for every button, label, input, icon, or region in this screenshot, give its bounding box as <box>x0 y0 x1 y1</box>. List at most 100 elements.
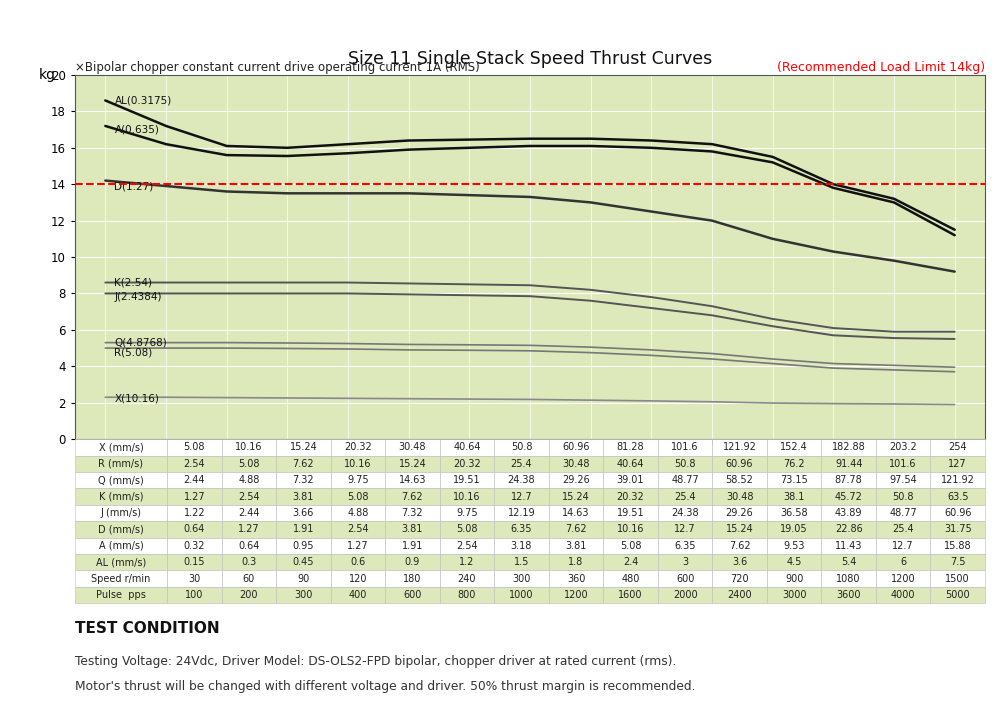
Text: 45.72: 45.72 <box>835 491 863 502</box>
Text: (Recommended Load Limit 14kg): (Recommended Load Limit 14kg) <box>777 61 985 74</box>
Text: 58.52: 58.52 <box>726 475 754 486</box>
Text: 1000: 1000 <box>509 590 534 600</box>
Text: 90: 90 <box>297 573 309 584</box>
Text: 5.08: 5.08 <box>456 524 478 535</box>
Text: 600: 600 <box>676 573 694 584</box>
Text: AL(0.3175): AL(0.3175) <box>114 96 172 106</box>
Text: Speed r/min: Speed r/min <box>91 573 151 584</box>
Text: 1200: 1200 <box>564 590 588 600</box>
Text: 15.24: 15.24 <box>726 524 753 535</box>
Text: 50.8: 50.8 <box>892 491 914 502</box>
Text: 7.62: 7.62 <box>729 540 750 551</box>
Text: 15.24: 15.24 <box>562 491 590 502</box>
Text: 300: 300 <box>512 573 531 584</box>
Text: 10.16: 10.16 <box>344 458 372 469</box>
Text: 30.48: 30.48 <box>726 491 753 502</box>
Text: 48.77: 48.77 <box>889 508 917 518</box>
Text: 25.4: 25.4 <box>892 524 914 535</box>
Text: 0.6: 0.6 <box>350 557 365 568</box>
Text: 20.32: 20.32 <box>344 442 372 453</box>
Text: 120: 120 <box>349 573 367 584</box>
Text: 10.16: 10.16 <box>453 491 481 502</box>
Text: 127: 127 <box>948 458 967 469</box>
Text: 0.15: 0.15 <box>184 557 205 568</box>
Text: 9.75: 9.75 <box>347 475 369 486</box>
Text: A (mm/s): A (mm/s) <box>99 540 143 551</box>
Text: 29.26: 29.26 <box>562 475 590 486</box>
Text: 30: 30 <box>188 573 200 584</box>
Text: Q (mm/s): Q (mm/s) <box>98 475 144 486</box>
Text: 3600: 3600 <box>836 590 861 600</box>
Text: 200: 200 <box>240 590 258 600</box>
Text: 12.19: 12.19 <box>508 508 535 518</box>
Text: 1200: 1200 <box>891 573 916 584</box>
Text: 2.54: 2.54 <box>347 524 369 535</box>
Text: 1.8: 1.8 <box>568 557 584 568</box>
Text: 63.5: 63.5 <box>947 491 968 502</box>
Text: 7.62: 7.62 <box>402 491 423 502</box>
Text: 7.32: 7.32 <box>293 475 314 486</box>
Text: 9.75: 9.75 <box>456 508 478 518</box>
Text: 7.62: 7.62 <box>565 524 587 535</box>
Text: 2000: 2000 <box>673 590 697 600</box>
Text: 152.4: 152.4 <box>780 442 808 453</box>
Text: AL (mm/s): AL (mm/s) <box>96 557 146 568</box>
Text: 240: 240 <box>458 573 476 584</box>
Text: 5.08: 5.08 <box>620 540 641 551</box>
Text: 15.24: 15.24 <box>289 442 317 453</box>
Text: 1.27: 1.27 <box>183 491 205 502</box>
Text: 1500: 1500 <box>945 573 970 584</box>
Text: 2.44: 2.44 <box>238 508 260 518</box>
Text: 60.96: 60.96 <box>944 508 971 518</box>
Text: 20.32: 20.32 <box>453 458 481 469</box>
Text: 30.48: 30.48 <box>562 458 590 469</box>
Text: 60.96: 60.96 <box>726 458 753 469</box>
Text: 400: 400 <box>349 590 367 600</box>
Text: 15.88: 15.88 <box>944 540 972 551</box>
Text: 25.4: 25.4 <box>674 491 696 502</box>
Text: 5.08: 5.08 <box>347 491 369 502</box>
Text: 600: 600 <box>403 590 422 600</box>
Text: 14.63: 14.63 <box>562 508 590 518</box>
Text: 1.91: 1.91 <box>402 540 423 551</box>
Text: K(2.54): K(2.54) <box>114 278 152 288</box>
Text: 24.38: 24.38 <box>508 475 535 486</box>
Text: 0.45: 0.45 <box>293 557 314 568</box>
Text: 38.1: 38.1 <box>783 491 805 502</box>
Text: 3.81: 3.81 <box>565 540 587 551</box>
Text: 203.2: 203.2 <box>889 442 917 453</box>
Text: 29.26: 29.26 <box>726 508 753 518</box>
Text: 91.44: 91.44 <box>835 458 862 469</box>
Text: 3.6: 3.6 <box>732 557 747 568</box>
Text: 1.22: 1.22 <box>183 508 205 518</box>
Text: Testing Voltage: 24Vdc, Driver Model: DS-OLS2-FPD bipolar, chopper driver at rat: Testing Voltage: 24Vdc, Driver Model: DS… <box>75 655 676 668</box>
Text: R(5.08): R(5.08) <box>114 348 153 358</box>
Text: 6: 6 <box>900 557 906 568</box>
Text: 50.8: 50.8 <box>674 458 696 469</box>
Text: 12.7: 12.7 <box>511 491 532 502</box>
Text: 2400: 2400 <box>727 590 752 600</box>
Text: 5.08: 5.08 <box>238 458 260 469</box>
Text: 900: 900 <box>785 573 803 584</box>
Text: TEST CONDITION: TEST CONDITION <box>75 621 220 636</box>
Text: 3000: 3000 <box>782 590 806 600</box>
Text: X(10.16): X(10.16) <box>114 393 159 403</box>
Text: 300: 300 <box>294 590 313 600</box>
Text: 19.51: 19.51 <box>453 475 481 486</box>
Text: 7.62: 7.62 <box>293 458 314 469</box>
Text: 11.43: 11.43 <box>835 540 862 551</box>
Text: 1.5: 1.5 <box>514 557 529 568</box>
Title: Size 11 Single Stack Speed Thrust Curves: Size 11 Single Stack Speed Thrust Curves <box>348 50 712 68</box>
Text: 6.35: 6.35 <box>511 524 532 535</box>
Text: 2.54: 2.54 <box>183 458 205 469</box>
Text: 97.54: 97.54 <box>889 475 917 486</box>
Text: 182.88: 182.88 <box>832 442 866 453</box>
Text: 121.92: 121.92 <box>941 475 975 486</box>
Text: 100: 100 <box>185 590 203 600</box>
Text: 6.35: 6.35 <box>674 540 696 551</box>
Text: 73.15: 73.15 <box>780 475 808 486</box>
Text: Pulse  pps: Pulse pps <box>96 590 146 600</box>
Text: 50.8: 50.8 <box>511 442 532 453</box>
Text: 15.24: 15.24 <box>399 458 426 469</box>
Text: 9.53: 9.53 <box>783 540 805 551</box>
